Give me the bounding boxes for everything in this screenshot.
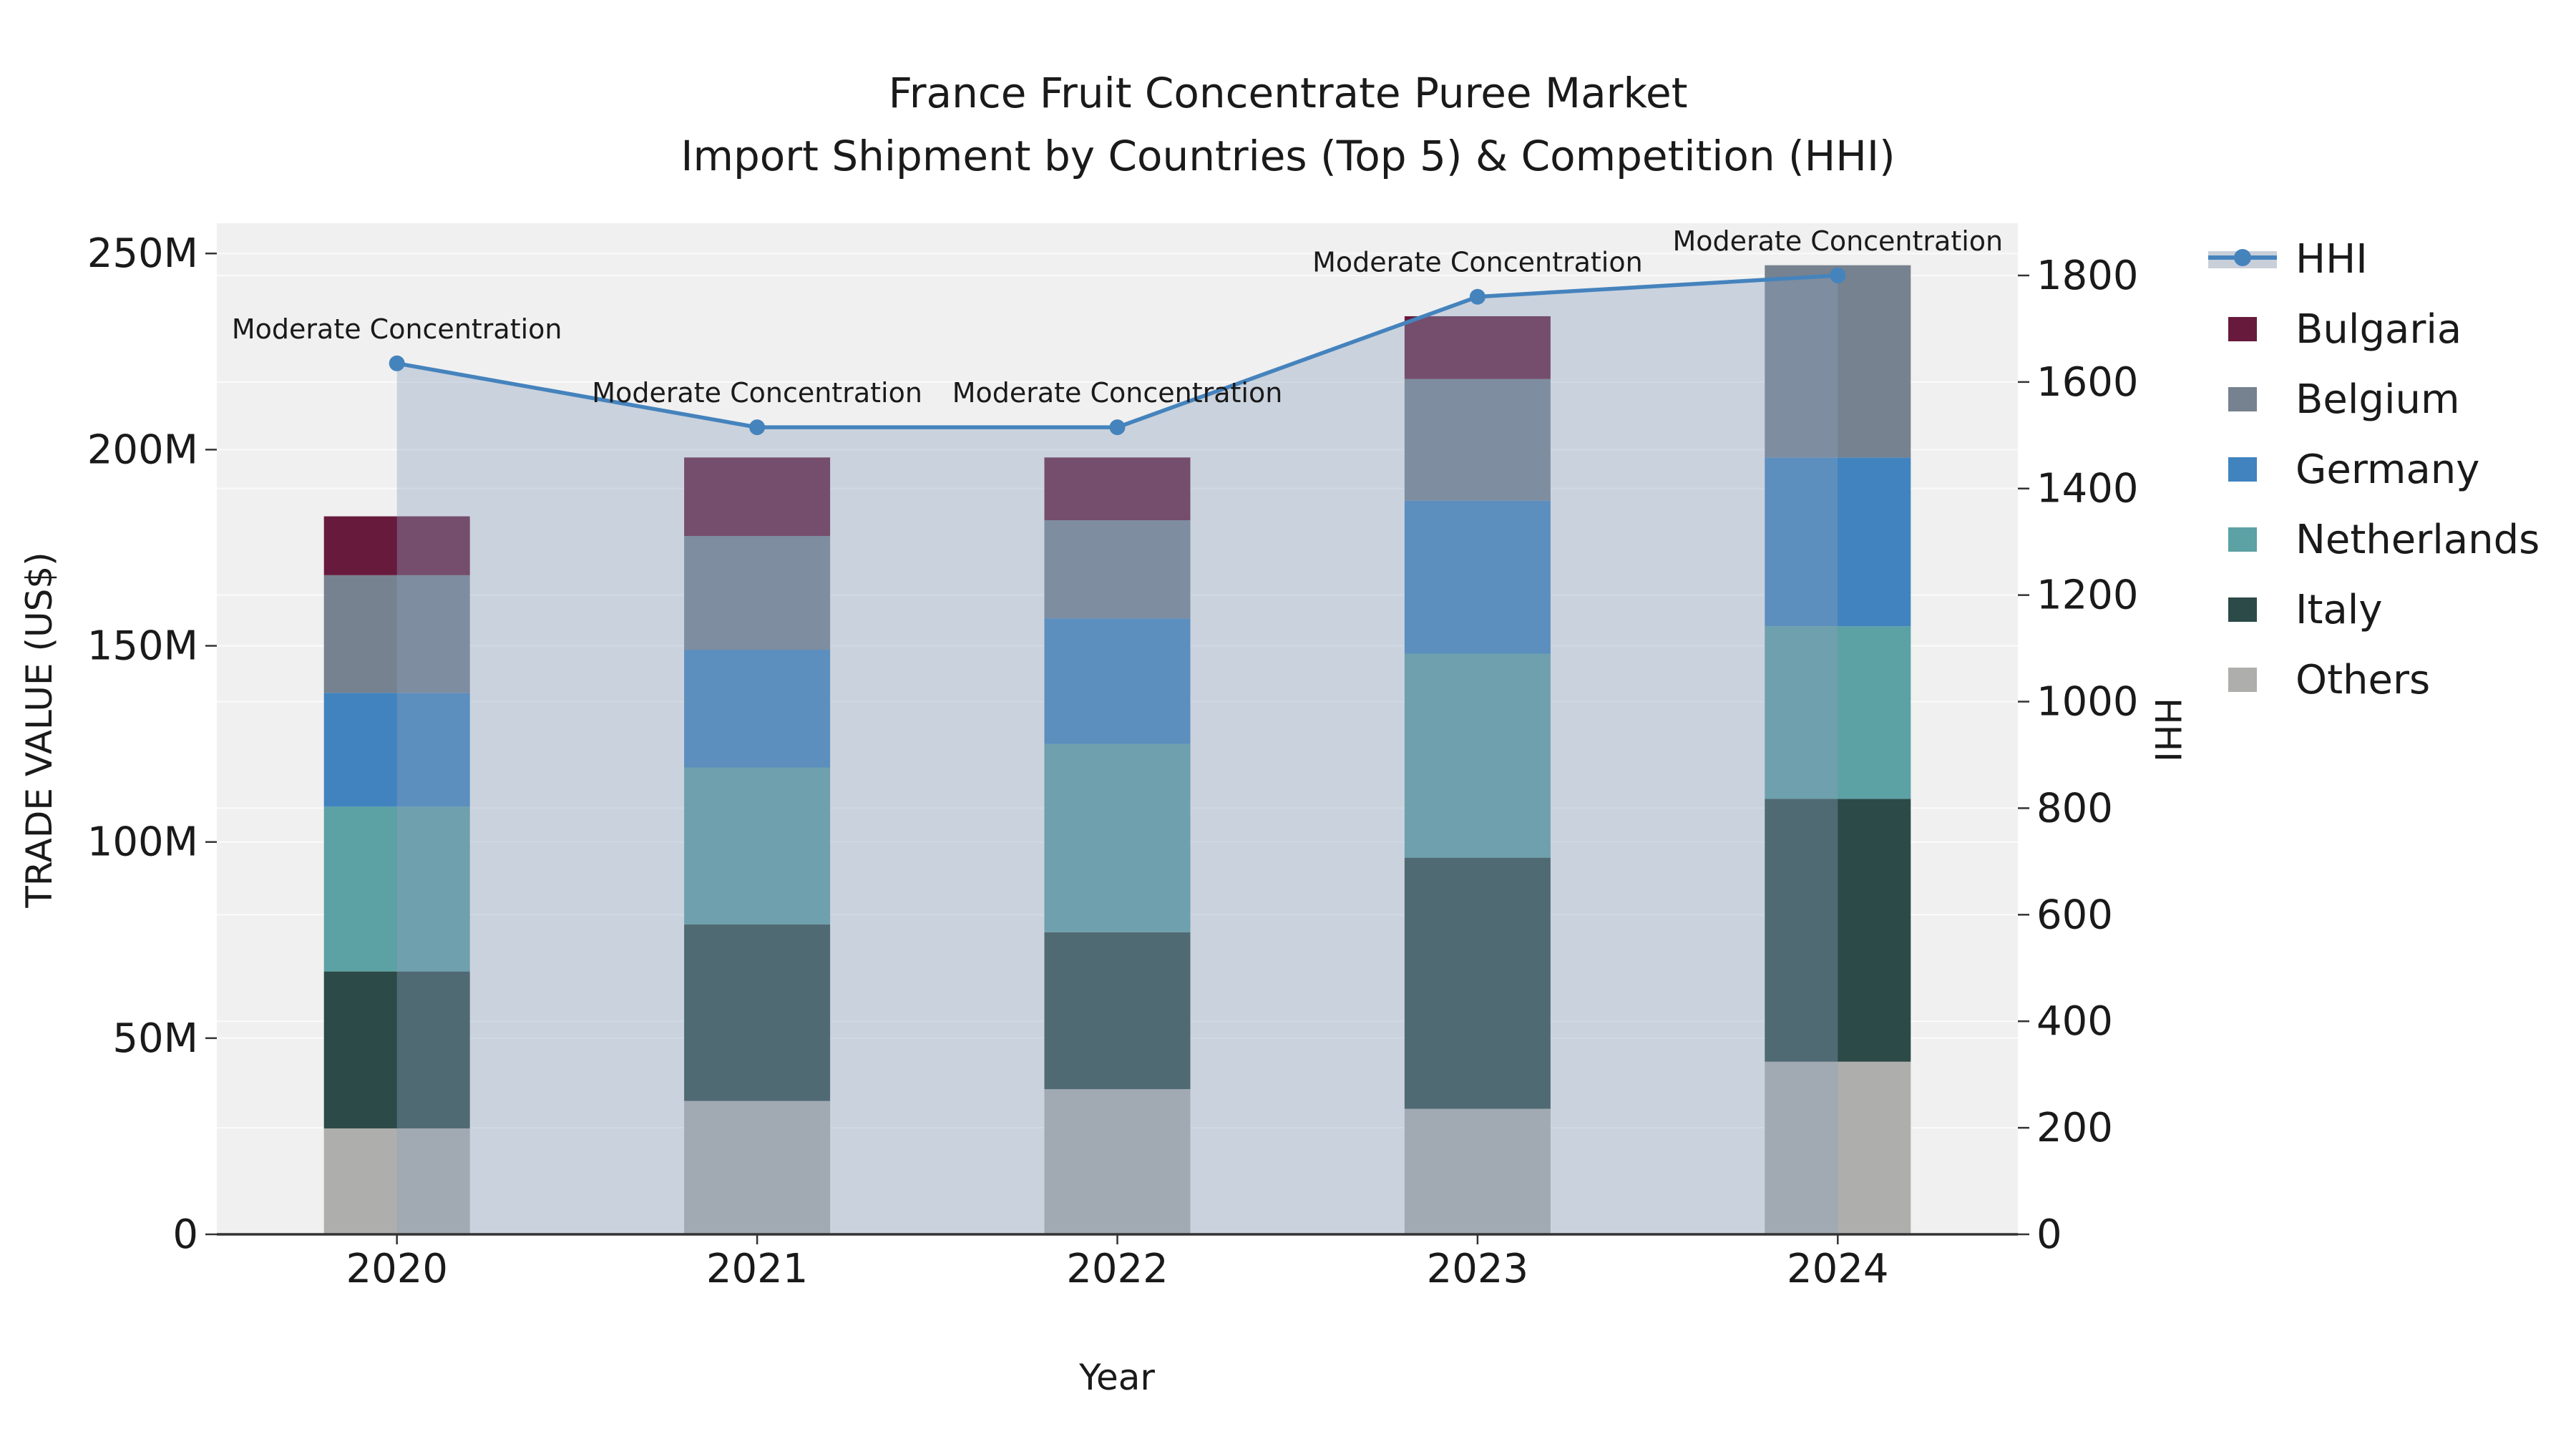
bar-segment-bulgaria-2023 [1404, 316, 1551, 379]
bar-segment-netherlands-2022 [1044, 743, 1191, 932]
y-right-tick-label-1800: 1800 [2036, 253, 2139, 299]
bar-segment-germany-2024 [1765, 457, 1911, 627]
hhi-marker-2020 [389, 355, 405, 371]
y-right-tick-label-800: 800 [2036, 785, 2113, 831]
y-right-tick-label-1000: 1000 [2036, 679, 2139, 726]
legend-swatch-icon-belgium [2228, 387, 2257, 411]
hhi-area-polygon [396, 275, 1838, 1234]
x-tick-label-2022: 2022 [1066, 1246, 1169, 1292]
bar-segment-italy-2020 [323, 971, 470, 1128]
legend: HHI Bulgaria Belgium Germany Netherlands Ital… [2208, 236, 2540, 703]
bar-segment-belgium-2022 [1044, 520, 1191, 619]
bar-segment-italy-2023 [1404, 857, 1551, 1109]
bar-segment-bulgaria-2020 [323, 516, 470, 575]
bar-segment-netherlands-2024 [1765, 626, 1911, 799]
hhi-area-fill [396, 275, 1838, 1234]
annotation-2022: Moderate Concentration [952, 377, 1283, 409]
y-right-tick-label-600: 600 [2036, 892, 2113, 938]
bar-segment-italy-2022 [1044, 932, 1191, 1090]
hhi-marker-2022 [1109, 419, 1126, 436]
bar-segment-others-2020 [323, 1128, 470, 1234]
y-right-tick-label-1600: 1600 [2036, 359, 2139, 406]
bar-segment-italy-2021 [684, 924, 831, 1101]
annotation-2024: Moderate Concentration [1672, 225, 2003, 257]
annotations: Moderate Concentration Moderate Concentra… [232, 225, 2003, 409]
hhi-marker-2024 [1830, 267, 1846, 283]
bar-segment-germany-2022 [1044, 618, 1191, 744]
bar-segment-netherlands-2023 [1404, 653, 1551, 858]
bar-segment-belgium-2020 [323, 575, 470, 693]
legend-label-bulgaria: Bulgaria [2296, 306, 2462, 353]
legend-swatch-icon-bulgaria [2228, 317, 2257, 341]
bar-segment-others-2022 [1044, 1089, 1191, 1234]
y-left-tick-label-150M: 150M [87, 623, 198, 670]
hhi-marker-2023 [1469, 288, 1485, 305]
bar-segment-netherlands-2021 [684, 767, 831, 924]
y-right-tick-label-400: 400 [2036, 998, 2113, 1045]
bar-segment-netherlands-2020 [323, 806, 470, 972]
legend-label-netherlands: Netherlands [2296, 517, 2540, 563]
legend-label-italy: Italy [2296, 587, 2383, 633]
y-right-axis-title: HHI [2147, 698, 2188, 762]
annotation-2023: Moderate Concentration [1312, 247, 1643, 278]
y-right-tick-label-1400: 1400 [2036, 466, 2139, 512]
x-tick-label-2023: 2023 [1427, 1246, 1529, 1292]
y-left-tick-label-100M: 100M [87, 819, 198, 866]
chart-title-line2: Import Shipment by Countries (Top 5) & C… [680, 132, 1895, 180]
legend-label-belgium: Belgium [2296, 376, 2460, 423]
legend-hhi-marker-icon [2234, 249, 2251, 266]
bar-segment-others-2023 [1404, 1108, 1551, 1234]
legend-label-hhi: HHI [2296, 236, 2368, 283]
x-tick-label-2020: 2020 [346, 1246, 448, 1292]
bar-segment-italy-2024 [1765, 799, 1911, 1062]
y-left-axis-title: TRADE VALUE (US$) [19, 552, 60, 908]
x-tick-label-2021: 2021 [706, 1246, 809, 1292]
annotation-2020: Moderate Concentration [232, 313, 562, 345]
bar-segment-belgium-2024 [1765, 265, 1911, 458]
legend-label-others: Others [2296, 657, 2430, 703]
y-right-tick-label-1200: 1200 [2036, 572, 2139, 619]
legend-swatch-icon-germany [2228, 457, 2257, 482]
hhi-line [389, 267, 1846, 436]
hhi-marker-2021 [749, 419, 766, 436]
x-tick-label-2024: 2024 [1787, 1246, 1889, 1292]
legend-swatch-icon-netherlands [2228, 527, 2257, 552]
bar-segment-germany-2023 [1404, 500, 1551, 654]
bar-segment-germany-2020 [323, 693, 470, 807]
annotation-2021: Moderate Concentration [592, 377, 922, 409]
bar-segment-others-2024 [1765, 1061, 1911, 1234]
y-left-tick-label-0: 0 [172, 1211, 198, 1258]
bar-segment-bulgaria-2021 [684, 457, 831, 537]
bar-segment-belgium-2023 [1404, 379, 1551, 501]
y-left-tick-label-200M: 200M [87, 426, 198, 473]
stacked-bars [323, 265, 1911, 1234]
legend-swatch-icon-others [2228, 668, 2257, 692]
chart-title-line1: France Fruit Concentrate Puree Market [889, 69, 1688, 117]
y-left-tick-label-250M: 250M [87, 230, 198, 277]
bar-segment-germany-2021 [684, 650, 831, 768]
y-left-tick-label-50M: 50M [112, 1015, 198, 1062]
bar-segment-others-2021 [684, 1101, 831, 1234]
y-right-tick-label-200: 200 [2036, 1105, 2113, 1151]
y-right-tick-label-0: 0 [2036, 1211, 2062, 1258]
legend-swatch-icon-italy [2228, 597, 2257, 622]
bar-segment-bulgaria-2022 [1044, 457, 1191, 521]
axes: 0 50M 100M 150M 200M 250M 0 200 400 600 800 1000 120… [87, 230, 2139, 1292]
legend-label-germany: Germany [2296, 447, 2479, 493]
x-axis-title: Year [1078, 1357, 1155, 1398]
bar-segment-belgium-2021 [684, 536, 831, 650]
